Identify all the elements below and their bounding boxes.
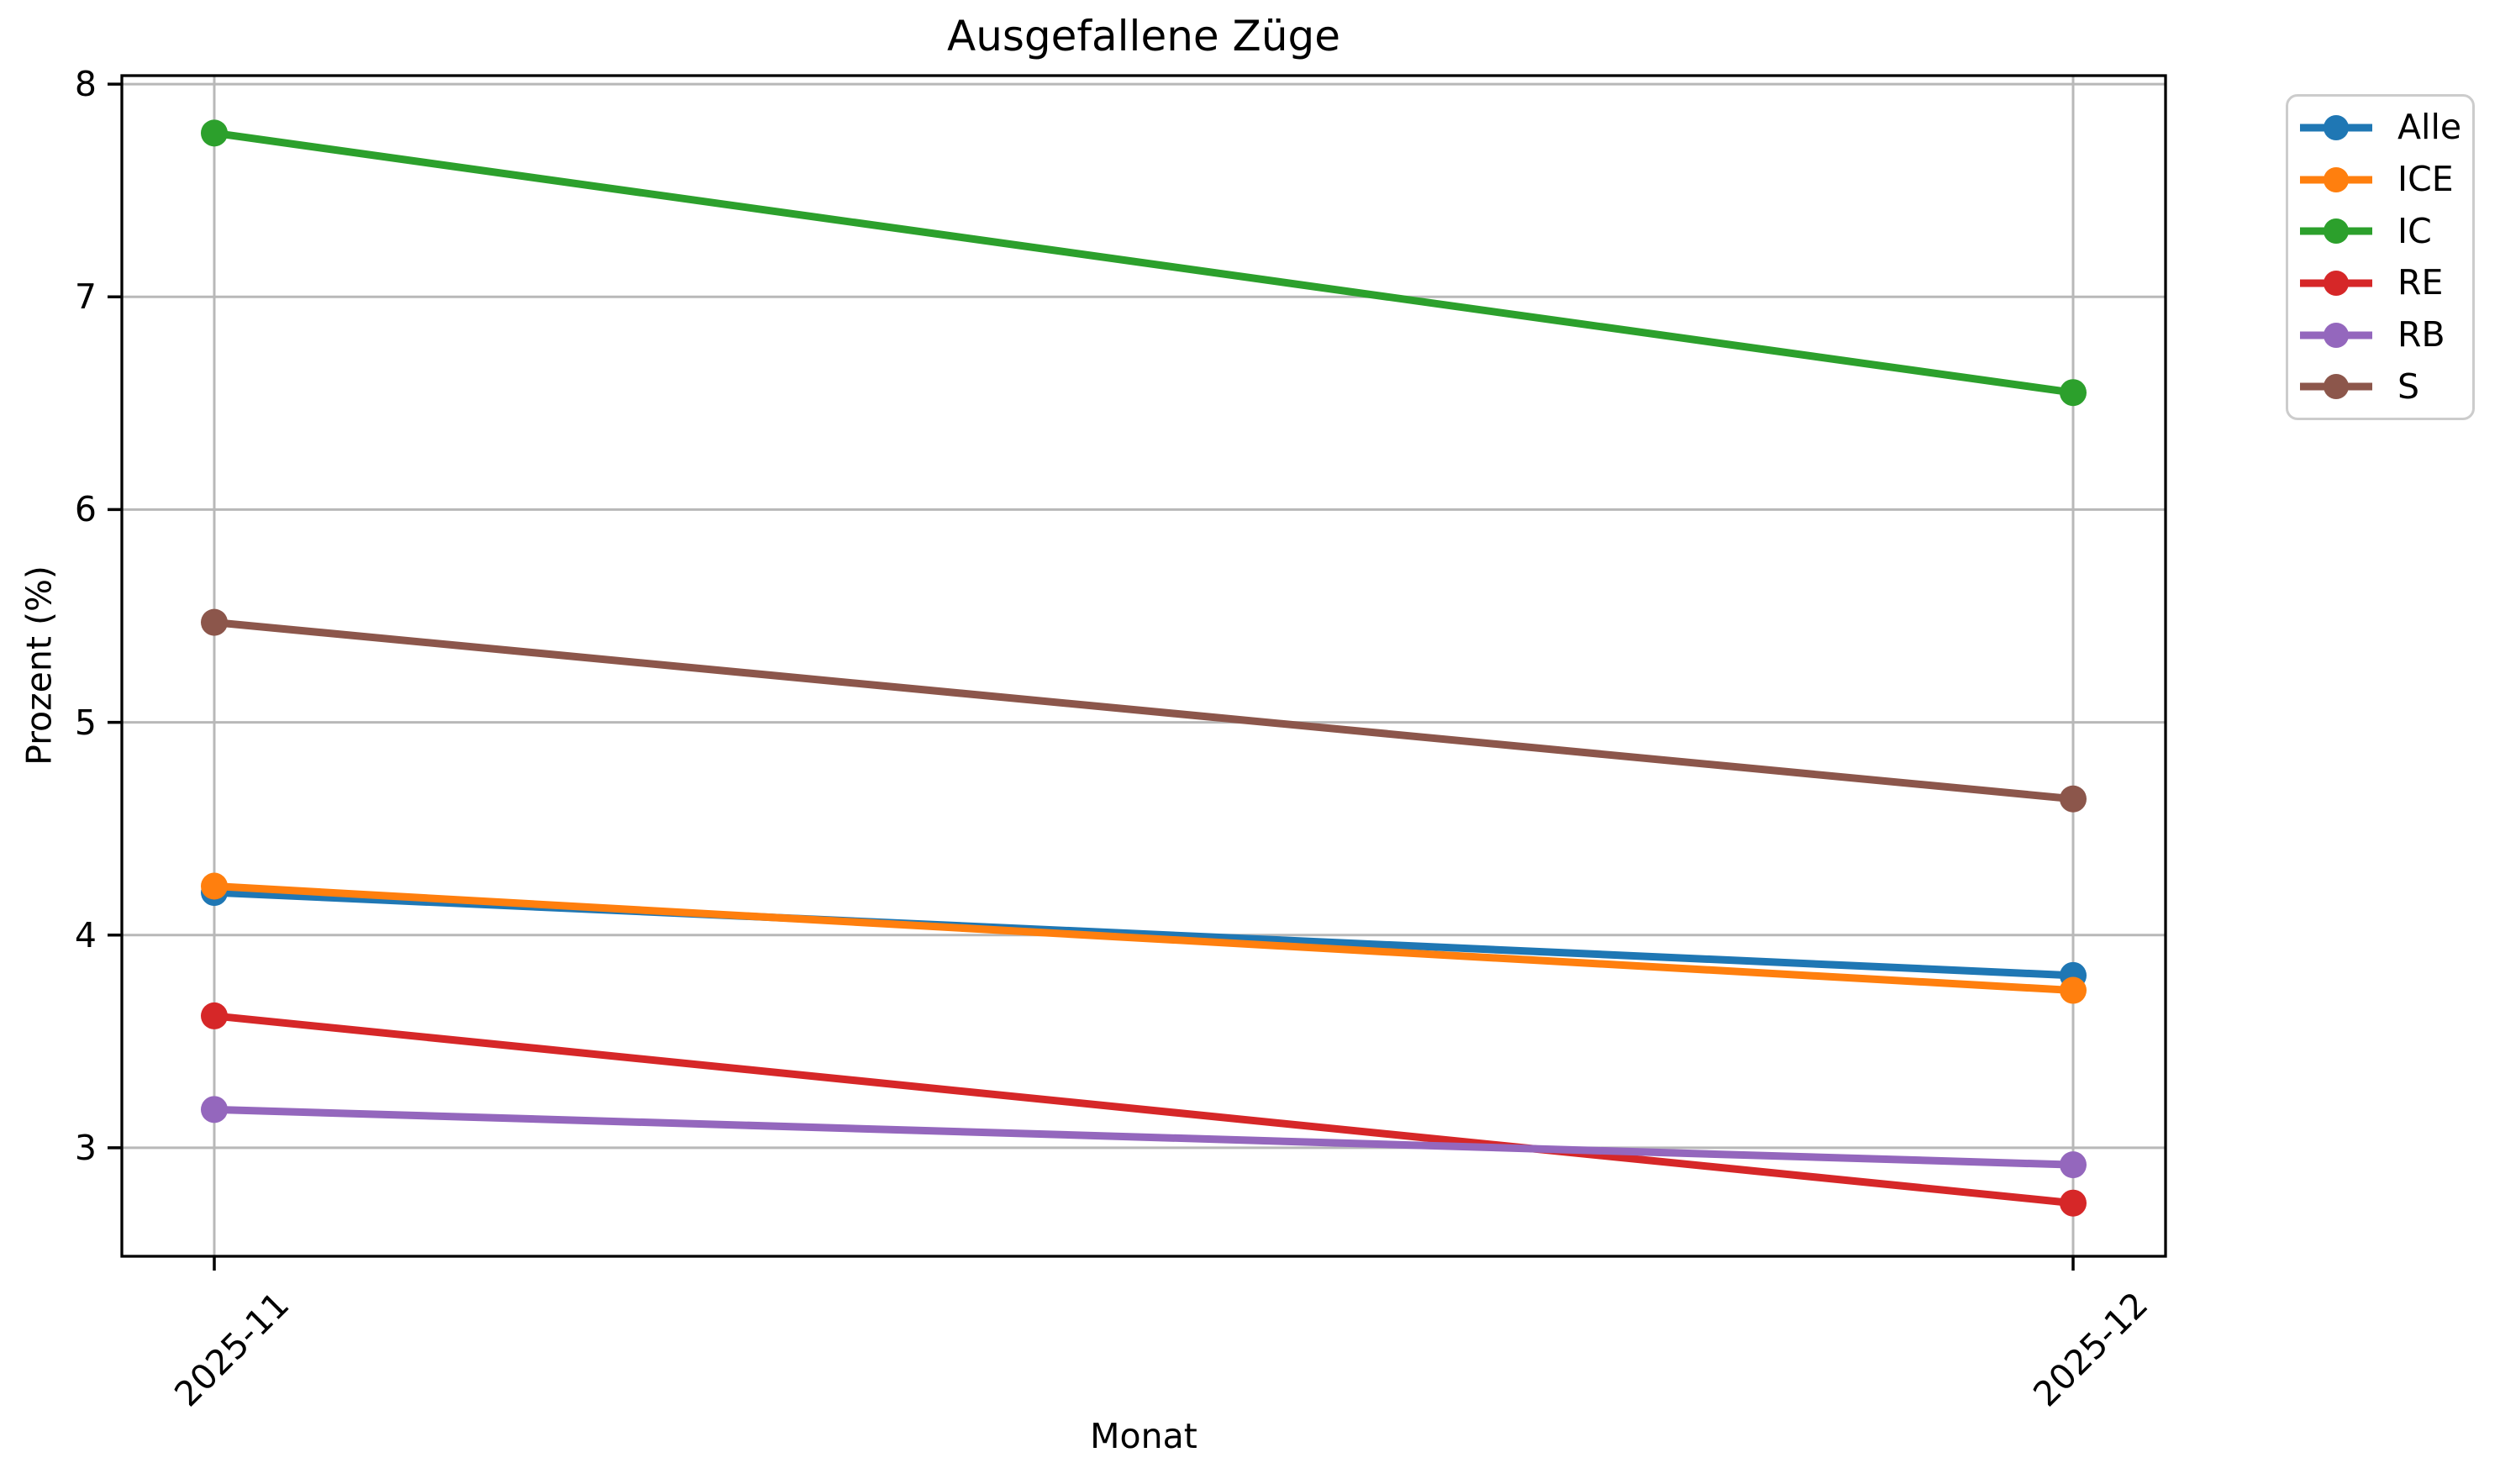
data-point-ice [201,872,228,900]
legend-item-ice: ICE [2298,154,2472,206]
legend: Alle ICE IC RE RB S [2286,94,2475,420]
chart-title: Ausgefallene Züge [946,12,1341,61]
data-point-s [2060,785,2087,813]
legend-item-s: S [2298,360,2472,413]
axis-tick-marks [108,82,2075,1271]
gridlines [122,76,2166,1256]
series-s [201,608,2087,813]
legend-label-ic: IC [2397,210,2432,251]
legend-marker-ic [2300,218,2372,245]
data-point-rb [2060,1151,2087,1179]
x-axis-label: Monat [1090,1416,1197,1456]
legend-label-ice: ICE [2397,159,2454,199]
data-point-ic [201,119,228,147]
series-rb [201,1096,2087,1179]
legend-marker-rb [2300,322,2372,348]
legend-item-alle: Alle [2298,102,2472,154]
data-point-re [2060,1189,2087,1217]
legend-item-re: RE [2298,257,2472,309]
legend-label-re: RE [2397,262,2444,303]
y-tick-label-5: 5 [74,702,97,743]
legend-marker-re [2300,270,2372,296]
legend-marker-s [2300,374,2372,400]
plot-frame [120,74,2167,1258]
data-point-re [201,1002,228,1029]
y-tick-label-8: 8 [74,64,97,105]
legend-marker-ice [2300,166,2372,192]
legend-item-rb: RB [2298,309,2472,361]
legend-label-alle: Alle [2397,107,2462,148]
data-point-rb [201,1096,228,1124]
y-tick-label-6: 6 [74,489,97,530]
data-point-ic [2060,379,2087,407]
y-tick-label-7: 7 [74,276,97,318]
data-point-s [201,608,228,636]
y-tick-label-4: 4 [74,914,97,955]
series-ic [201,119,2087,407]
y-tick-label-3: 3 [74,1127,97,1168]
legend-marker-alle [2300,114,2372,140]
legend-label-rb: RB [2397,314,2445,355]
series-re [201,1002,2087,1217]
legend-item-ic: IC [2298,205,2472,257]
data-point-ice [2060,976,2087,1004]
series-ice [201,872,2087,1004]
legend-label-s: S [2397,366,2420,407]
